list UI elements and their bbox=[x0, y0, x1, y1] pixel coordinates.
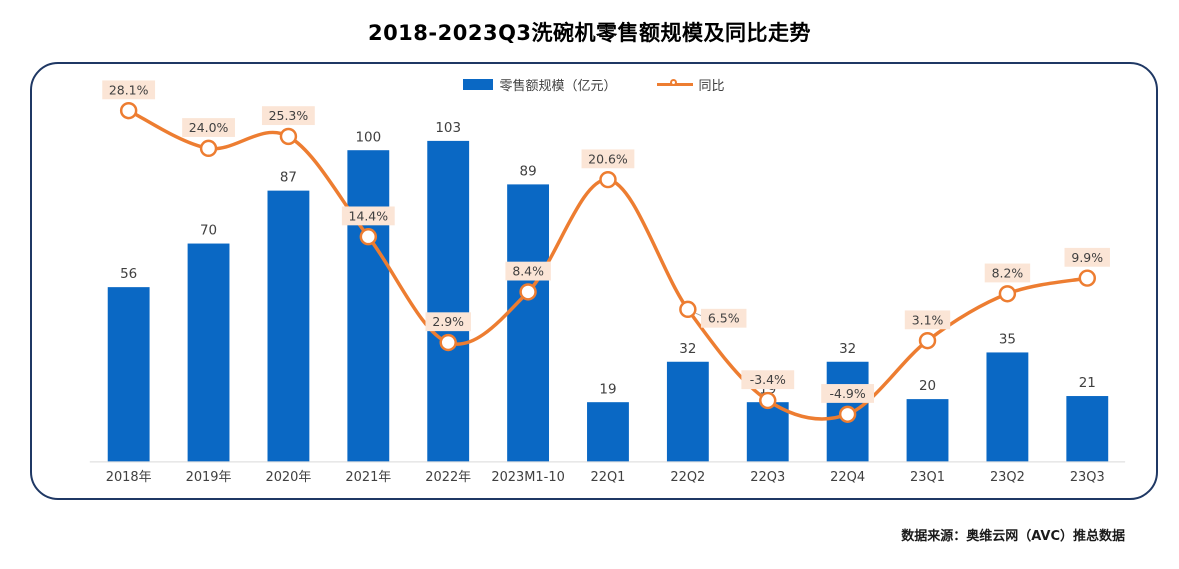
bar-value-label: 35 bbox=[999, 333, 1016, 348]
pct-label-box bbox=[102, 80, 156, 100]
bar-value-label: 103 bbox=[435, 121, 461, 136]
bar-2023M1-10 bbox=[507, 184, 550, 462]
bar-2018年 bbox=[107, 287, 150, 462]
pct-label: -3.4% bbox=[750, 372, 786, 387]
line-marker-2021年 bbox=[359, 228, 378, 246]
pct-label-box bbox=[741, 370, 795, 390]
bar-series-swatch-icon bbox=[463, 79, 494, 90]
bar-23Q3 bbox=[1066, 396, 1109, 462]
pct-label: 20.6% bbox=[588, 151, 628, 166]
bar-value-label: 87 bbox=[280, 171, 297, 186]
x-tick-label: 22Q3 bbox=[750, 470, 785, 485]
legend-item-yoy: 同比 bbox=[656, 75, 725, 94]
pct-label: 8.2% bbox=[992, 265, 1024, 280]
pct-label-box bbox=[341, 206, 395, 226]
pct-label: 24.0% bbox=[189, 120, 229, 135]
bar-2020年 bbox=[267, 190, 310, 462]
bar-value-label: 21 bbox=[1079, 376, 1096, 391]
x-tick-label: 2019年 bbox=[186, 470, 232, 485]
page-title: 2018-2023Q3洗碗机零售额规模及同比走势 bbox=[367, 21, 812, 45]
legend-bar-label: 零售额规模（亿元） bbox=[499, 79, 617, 94]
pct-label: 6.5% bbox=[708, 311, 740, 326]
data-source: 数据来源：奥维云网（AVC）推总数据 bbox=[901, 529, 1125, 544]
bar-23Q2 bbox=[986, 352, 1029, 462]
pct-label-box bbox=[261, 106, 315, 126]
line-marker-2020年 bbox=[279, 127, 298, 146]
x-tick-label: 23Q1 bbox=[910, 470, 945, 485]
pct-label-box bbox=[182, 118, 235, 137]
bar-value-label: 20 bbox=[919, 379, 936, 394]
legend: 零售额规模（亿元） 同比 bbox=[32, 75, 1156, 94]
line-marker-22Q3 bbox=[759, 391, 777, 410]
line-marker-22Q4 bbox=[838, 405, 857, 423]
legend-item-retail-scale: 零售额规模（亿元） bbox=[463, 75, 617, 94]
legend-line-label: 同比 bbox=[698, 79, 725, 94]
x-tick-label: 2022年 bbox=[425, 470, 471, 485]
x-tick-label: 23Q3 bbox=[1070, 470, 1105, 485]
pct-label-box bbox=[581, 149, 635, 169]
pct-label-box bbox=[1064, 247, 1110, 267]
pct-label: 3.1% bbox=[912, 312, 944, 327]
x-tick-label: 22Q4 bbox=[830, 470, 865, 485]
bar-value-label: 32 bbox=[839, 342, 856, 357]
pct-label-box bbox=[984, 263, 1031, 283]
bar-value-label: 32 bbox=[679, 342, 696, 357]
bar-value-label: 100 bbox=[355, 130, 381, 145]
x-tick-label: 23Q2 bbox=[990, 470, 1025, 485]
pct-label-box bbox=[821, 384, 875, 403]
pct-label-box bbox=[701, 308, 747, 328]
pct-label: 14.4% bbox=[349, 208, 389, 223]
line-marker-23Q2 bbox=[998, 285, 1017, 303]
line-marker-2022年 bbox=[439, 333, 457, 352]
pct-label: 8.4% bbox=[512, 264, 544, 279]
pct-label: 2.9% bbox=[432, 314, 464, 329]
x-tick-label: 2021年 bbox=[345, 470, 391, 485]
line-marker-23Q3 bbox=[1078, 269, 1097, 287]
bar-2022年 bbox=[427, 140, 470, 462]
bar-value-label: 89 bbox=[520, 165, 537, 180]
line-marker-2023M1-10 bbox=[519, 283, 537, 301]
bar-2021年 bbox=[347, 150, 390, 462]
pct-label: 28.1% bbox=[109, 82, 149, 97]
pct-label-box bbox=[505, 261, 551, 281]
pct-label: -4.9% bbox=[830, 386, 866, 401]
line-series-swatch-icon bbox=[656, 79, 693, 90]
bar-23Q1 bbox=[906, 399, 949, 462]
bar-22Q3 bbox=[746, 402, 789, 462]
bar-22Q2 bbox=[666, 361, 709, 462]
x-tick-label: 2020年 bbox=[265, 470, 311, 485]
line-marker-2018年 bbox=[119, 101, 138, 120]
bar-22Q1 bbox=[587, 402, 629, 462]
pct-label: 25.3% bbox=[269, 108, 309, 123]
bar-value-label: 19 bbox=[599, 382, 616, 397]
bar-value-label: 70 bbox=[200, 224, 217, 239]
line-marker-2019年 bbox=[199, 139, 218, 157]
pct-label-box bbox=[425, 312, 471, 332]
x-tick-label: 22Q1 bbox=[591, 470, 626, 485]
bar-2019年 bbox=[187, 243, 230, 462]
pct-label: 9.9% bbox=[1071, 250, 1103, 265]
pct-label-box bbox=[904, 310, 951, 330]
line-marker-22Q1 bbox=[599, 170, 617, 189]
line-marker-22Q2 bbox=[679, 300, 697, 319]
bar-value-label: 56 bbox=[120, 267, 137, 282]
x-tick-label: 2018年 bbox=[106, 470, 152, 485]
chart-card: 零售额规模（亿元） 同比 56 70 87 100 103 89 19 32 19 32 20 35 2… bbox=[30, 62, 1158, 500]
x-tick-label: 2023M1-10 bbox=[491, 470, 564, 485]
x-tick-label: 22Q2 bbox=[670, 470, 705, 485]
line-marker-23Q1 bbox=[918, 331, 937, 350]
